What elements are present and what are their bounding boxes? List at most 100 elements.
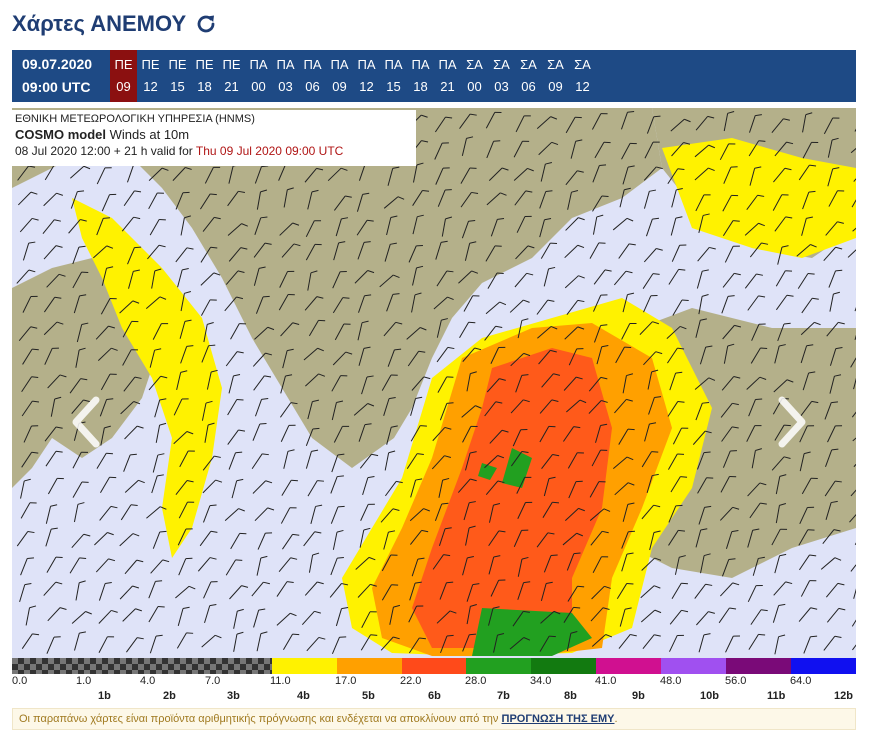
wind-barb [283,633,300,650]
refresh-icon[interactable] [194,12,218,36]
wind-barb [752,556,765,576]
wind-barb [175,191,190,210]
time-step[interactable]: ΠΑ 21 [434,50,461,102]
time-step-hour: 09 [116,79,131,94]
time-step[interactable]: ΣΑ 09 [542,50,569,102]
wind-barb [643,351,663,366]
wind-barb [619,187,631,208]
time-step[interactable]: ΣΑ 00 [461,50,488,102]
wind-barb [279,402,298,418]
wind-barb [327,167,348,182]
time-step[interactable]: ΠΕ 12 [137,50,164,102]
wind-barb [229,585,249,600]
wind-barb [801,297,819,314]
next-arrow-icon[interactable] [772,392,812,452]
wind-barb [383,196,405,209]
time-step-day: ΠΑ [330,57,349,72]
wind-barb [565,170,584,186]
wind-barb [748,140,766,157]
wind-barb [639,321,659,336]
wind-barb [641,504,661,520]
wind-barb [853,167,856,182]
wind-barb [700,553,711,574]
previous-arrow-icon[interactable] [66,392,106,452]
wind-barb [640,585,661,599]
wind-barb [19,583,32,603]
wind-barb [747,295,766,311]
wind-barb [307,399,320,420]
wind-barb [669,609,689,625]
wind-barb [331,375,348,392]
wind-barb [380,508,400,523]
wind-barb [516,215,532,233]
time-step-hour: 00 [251,79,266,94]
wind-barb [202,479,223,494]
wind-barb [460,191,479,208]
wind-barb [568,480,583,499]
wind-barb [722,194,739,212]
time-step[interactable]: ΣΑ 03 [488,50,515,102]
wind-barb [177,528,193,546]
wind-barb [718,607,737,624]
wind-barb [670,216,683,236]
time-step-hour: 15 [386,79,401,94]
wind-barb [256,555,268,576]
wind-barb [640,609,662,623]
wind-barb [485,301,507,315]
wind-barb [746,425,762,442]
time-step-hour: 09 [548,79,563,94]
wind-barb [824,401,838,420]
wind-barb [799,554,817,571]
wind-barb [772,603,786,623]
wind-barb [539,190,553,209]
time-step[interactable]: ΠΑ 06 [299,50,326,102]
scale-segment [531,658,597,674]
time-step[interactable]: ΠΑ 00 [245,50,272,102]
wind-barb [178,501,195,519]
wind-barb [566,631,578,652]
wind-barb [154,398,167,418]
wind-barb [591,585,611,600]
wind-barb [412,162,424,183]
time-step[interactable]: ΠΕ 18 [191,50,218,102]
wind-barb [119,585,140,600]
time-step-hour: 06 [521,79,536,94]
time-step[interactable]: ΠΕ 09 [110,50,137,102]
wind-barb [357,583,377,598]
wind-barb [436,346,455,363]
time-step[interactable]: ΠΕ 15 [164,50,191,102]
wind-barb [147,244,166,260]
wind-barb [16,530,35,547]
wind-barb [485,111,502,129]
wind-barb [592,214,604,235]
wind-barb [591,113,608,130]
valid-time: Thu 09 Jul 2020 09:00 UTC [195,144,344,158]
beaufort-label: 7b [497,690,510,702]
wind-barb [774,634,786,655]
time-step[interactable]: ΠΑ 12 [353,50,380,102]
time-step-day: ΠΕ [222,57,241,72]
wind-barb [750,347,768,364]
wind-barb [799,506,815,525]
time-step[interactable]: ΠΑ 15 [380,50,407,102]
forecast-link[interactable]: ΠΡΟΓΝΩΣΗ ΤΗΣ ΕΜΥ [501,713,615,725]
wind-barb [800,344,814,364]
wind-barb [121,216,141,232]
wind-barb [800,580,817,597]
wind-barb [797,272,815,289]
time-step[interactable]: ΠΕ 21 [218,50,245,102]
wind-barb [145,296,167,310]
time-step[interactable]: ΣΑ 12 [569,50,596,102]
time-step[interactable]: ΠΑ 03 [272,50,299,102]
wind-barb [564,507,585,522]
wind-barb [100,298,117,315]
time-step[interactable]: ΠΑ 18 [407,50,434,102]
time-step-hour: 12 [575,79,590,94]
wind-barb [667,400,685,417]
wind-barb [99,398,114,417]
wind-barb [152,453,165,473]
wind-barb [101,193,117,212]
time-step[interactable]: ΣΑ 06 [515,50,542,102]
time-step[interactable]: ΠΑ 09 [326,50,353,102]
wind-barb [725,635,741,653]
